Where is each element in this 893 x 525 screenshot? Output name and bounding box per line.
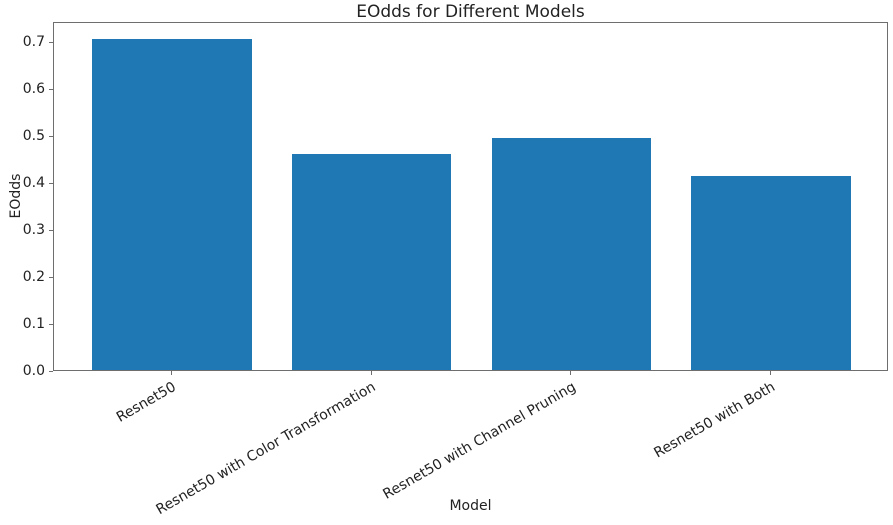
y-tick-label: 0.0: [22, 363, 45, 379]
y-tick-mark: [49, 371, 53, 372]
x-tick-mark: [170, 371, 172, 375]
y-tick-mark: [49, 230, 53, 232]
y-tick-mark: [49, 277, 53, 279]
bar-3: [491, 138, 652, 370]
y-tick-label: 0.5: [22, 128, 45, 145]
bar-1: [92, 39, 252, 370]
y-tick-label: 0.7: [22, 34, 45, 51]
y-tick-mark: [49, 42, 53, 44]
bar-4: [691, 176, 851, 370]
x-axis-label: Model: [449, 498, 492, 514]
x-tick-mark: [570, 371, 572, 375]
y-tick-label: 0.2: [22, 269, 45, 286]
x-tick-mark: [370, 371, 372, 375]
y-tick-mark: [49, 136, 53, 138]
y-tick-mark: [49, 89, 53, 91]
y-tick-label: 0.1: [22, 316, 45, 332]
y-tick-label: 0.6: [22, 81, 45, 98]
x-tick-label: Resnet50 with Both: [651, 379, 779, 462]
x-tick-mark: [770, 371, 772, 375]
x-tick-label: Resnet50: [113, 379, 179, 426]
y-tick-mark: [49, 183, 53, 185]
y-tick-mark: [49, 324, 53, 325]
y-tick-label: 0.4: [22, 175, 45, 192]
plot-area: [53, 22, 888, 371]
bar-2: [291, 153, 452, 370]
x-tick-label: Resnet50 with Channel Pruning: [380, 379, 579, 503]
chart-title: EOdds for Different Models: [356, 2, 585, 22]
y-tick-label: 0.3: [22, 222, 45, 239]
